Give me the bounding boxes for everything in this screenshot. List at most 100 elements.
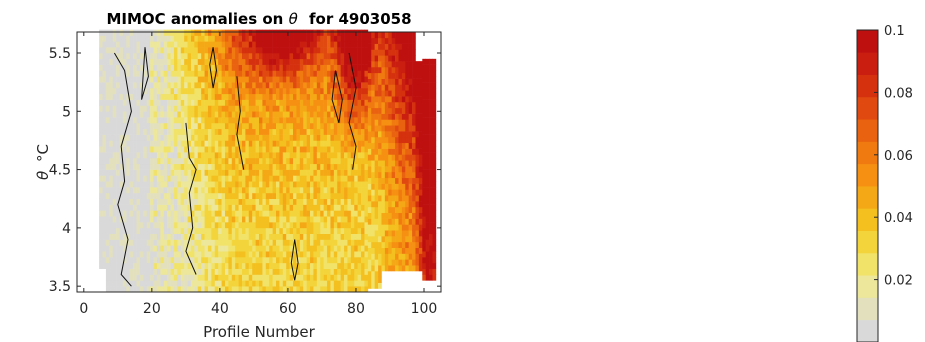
heatmap-cell xyxy=(167,268,171,275)
heatmap-cell xyxy=(231,93,236,100)
heatmap-cell xyxy=(303,82,307,89)
heatmap-cell xyxy=(238,175,243,182)
heatmap-cell xyxy=(221,87,226,95)
heatmap-cell xyxy=(221,111,226,118)
heatmap-cell xyxy=(109,146,114,153)
heatmap-cell xyxy=(401,177,406,184)
heatmap-cell xyxy=(201,128,205,135)
heatmap-cell xyxy=(153,239,158,246)
heatmap-cell xyxy=(401,171,406,179)
heatmap-cell xyxy=(102,262,107,269)
heatmap-cell xyxy=(401,230,406,237)
heatmap-cell xyxy=(316,169,321,176)
heatmap-cell xyxy=(425,233,430,240)
heatmap-cell xyxy=(259,105,263,112)
heatmap-cell xyxy=(320,233,324,240)
heatmap-cell xyxy=(201,175,205,182)
heatmap-cell xyxy=(361,64,365,71)
heatmap-cell xyxy=(347,280,352,287)
heatmap-cell xyxy=(347,268,352,275)
heatmap-cell xyxy=(197,122,202,130)
heatmap-cell xyxy=(293,187,297,194)
heatmap-cell xyxy=(122,280,127,287)
heatmap-cell xyxy=(156,58,161,65)
heatmap-cell xyxy=(207,257,212,264)
heatmap-cell xyxy=(391,119,396,126)
heatmap-cell xyxy=(190,128,195,135)
heatmap-cell xyxy=(255,47,260,54)
heatmap-cell xyxy=(211,239,216,246)
heatmap-cell xyxy=(429,111,433,118)
heatmap-cell xyxy=(207,210,212,217)
heatmap-cell xyxy=(102,122,107,130)
heatmap-cell xyxy=(184,198,188,205)
heatmap-cell xyxy=(133,134,137,141)
heatmap-cell xyxy=(201,216,205,223)
heatmap-cell xyxy=(177,35,182,42)
heatmap-cell xyxy=(374,119,379,126)
heatmap-cell xyxy=(153,222,158,229)
heatmap-cell xyxy=(235,163,239,170)
heatmap-cell xyxy=(371,61,375,68)
heatmap-cell xyxy=(235,262,239,269)
heatmap-cell xyxy=(218,93,222,100)
heatmap-cell xyxy=(425,274,430,281)
heatmap-cell xyxy=(116,280,120,287)
heatmap-cell xyxy=(163,152,168,159)
heatmap-cell xyxy=(374,136,379,144)
heatmap-cell xyxy=(323,76,328,83)
heatmap-cell xyxy=(218,280,222,287)
heatmap-cell xyxy=(143,99,148,106)
heatmap-cell xyxy=(320,128,324,135)
heatmap-cell xyxy=(143,111,148,118)
heatmap-cell xyxy=(371,107,375,114)
heatmap-cell xyxy=(310,140,314,147)
heatmap-cell xyxy=(126,233,131,240)
heatmap-cell xyxy=(330,233,335,240)
heatmap-cell xyxy=(279,227,284,234)
heatmap-cell xyxy=(255,117,260,124)
heatmap-cell xyxy=(109,204,114,211)
heatmap-cell xyxy=(327,216,331,223)
heatmap-cell xyxy=(347,70,352,77)
heatmap-cell xyxy=(160,286,165,293)
heatmap-cell xyxy=(163,210,168,217)
heatmap-cell xyxy=(296,105,301,112)
heatmap-cell xyxy=(265,35,270,42)
heatmap-cell xyxy=(259,210,263,217)
heatmap-cell xyxy=(374,282,379,289)
heatmap-cell xyxy=(190,216,195,223)
heatmap-cell xyxy=(289,251,294,258)
heatmap-cell xyxy=(330,58,335,65)
heatmap-cell xyxy=(330,117,335,124)
heatmap-cell xyxy=(395,212,399,219)
heatmap-cell xyxy=(235,117,239,124)
heatmap-cell xyxy=(282,280,287,287)
heatmap-cell xyxy=(167,35,171,42)
heatmap-cell xyxy=(245,58,250,65)
heatmap-cell xyxy=(344,239,348,246)
heatmap-cell xyxy=(126,163,131,170)
heatmap-cell xyxy=(361,70,365,77)
heatmap-cell xyxy=(354,222,358,229)
heatmap-cell xyxy=(398,96,403,103)
heatmap-cell xyxy=(163,99,168,106)
heatmap-cell xyxy=(361,245,365,252)
heatmap-cell xyxy=(384,66,389,74)
heatmap-cell xyxy=(371,218,375,225)
heatmap-cell xyxy=(259,134,263,141)
heatmap-cell xyxy=(211,146,216,153)
heatmap-cell xyxy=(231,268,236,275)
heatmap-cell xyxy=(361,192,365,200)
heatmap-cell xyxy=(310,257,314,264)
heatmap-cell xyxy=(180,76,185,83)
heatmap-cell xyxy=(119,286,124,293)
heatmap-cell xyxy=(150,152,154,159)
heatmap-cell xyxy=(269,216,273,223)
heatmap-cell xyxy=(425,146,430,153)
heatmap-cell xyxy=(371,276,375,283)
heatmap-cell xyxy=(99,105,103,112)
heatmap-cell xyxy=(105,286,110,293)
heatmap-cell xyxy=(313,163,318,170)
heatmap-cell xyxy=(163,41,168,48)
